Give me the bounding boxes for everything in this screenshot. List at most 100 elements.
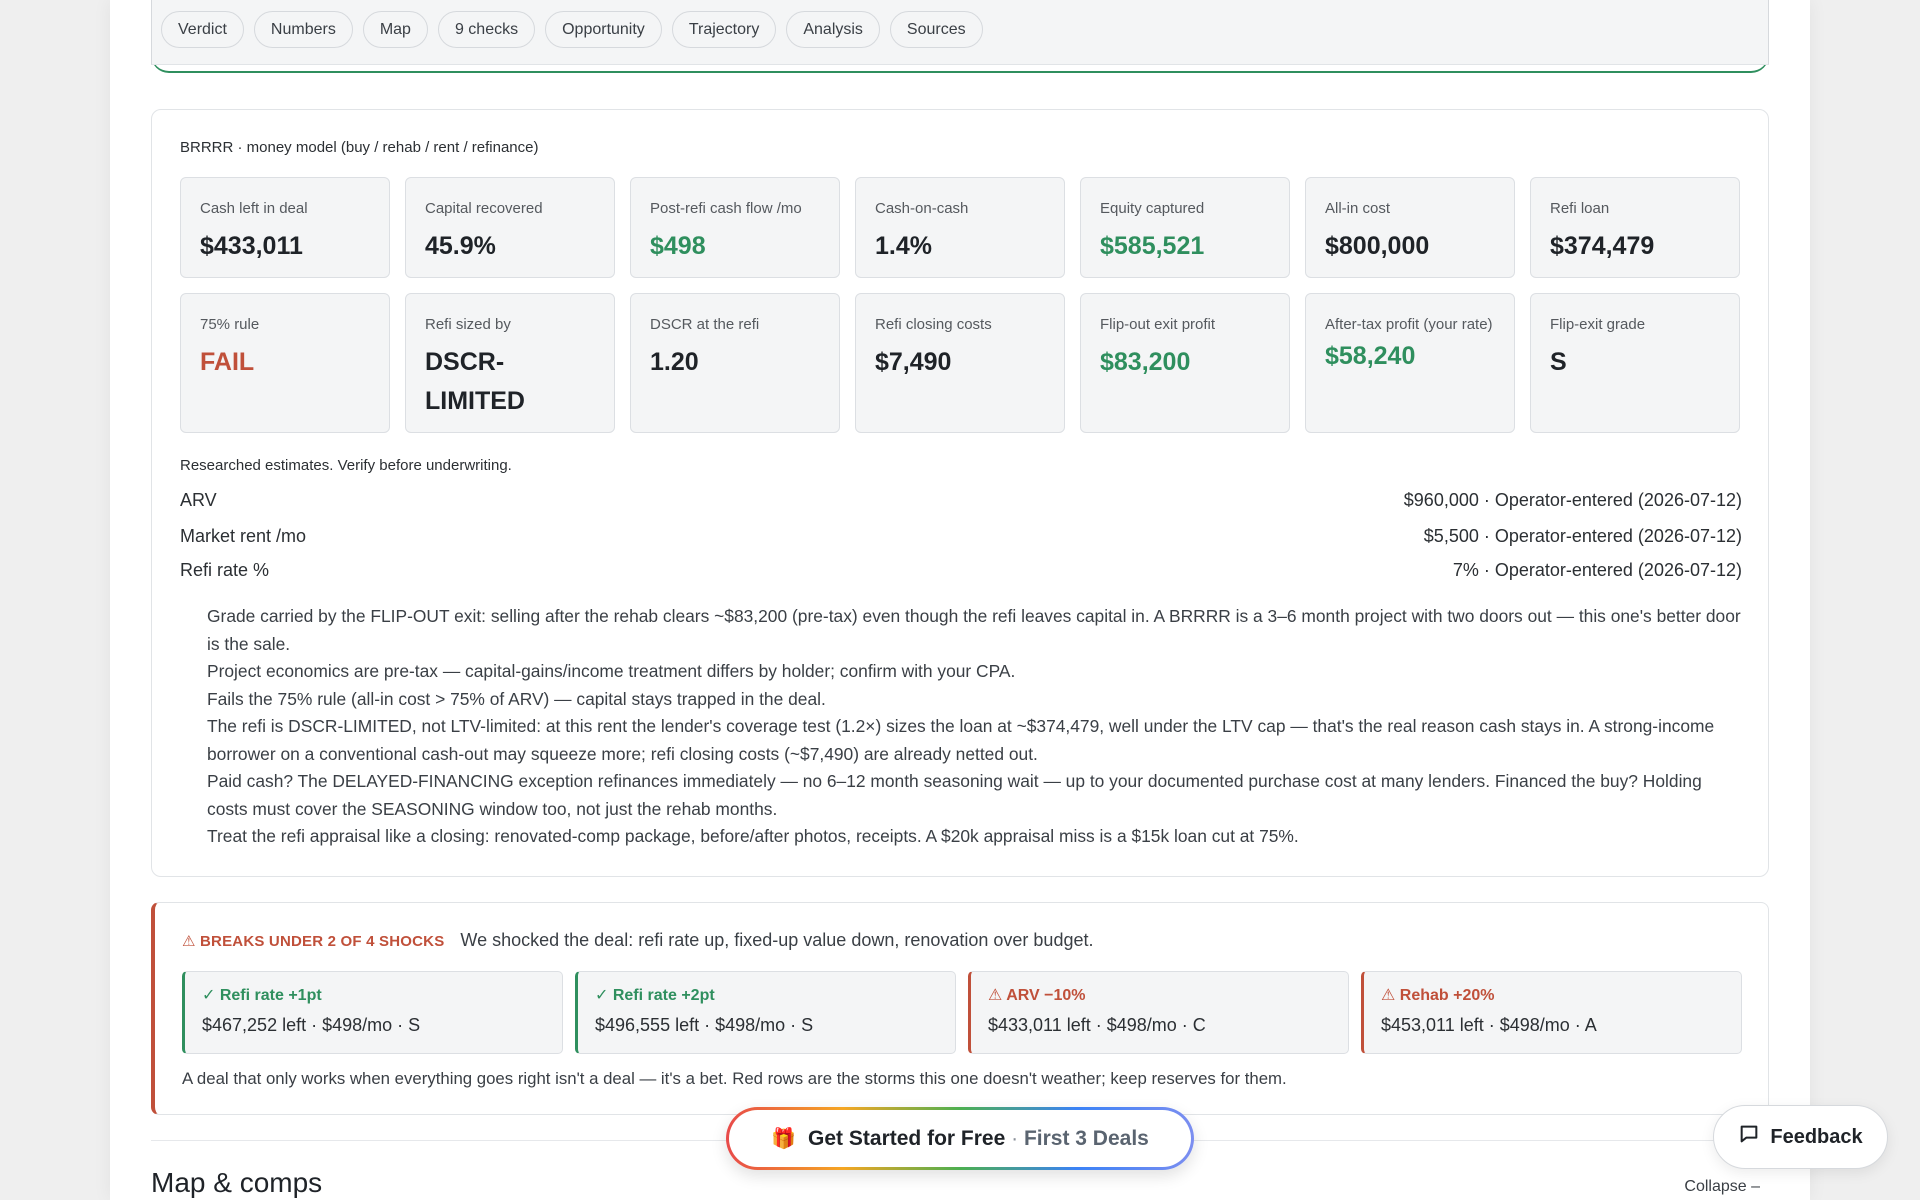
- feedback-button[interactable]: Feedback: [1713, 1105, 1888, 1169]
- metric-value: $498: [650, 232, 706, 260]
- shock-arv-minus-10: ⚠ ARV −10% $433,011 left · $498/mo · C: [968, 971, 1349, 1054]
- estimate-row-arv: ARV $960,000 · Operator-entered (2026-07…: [180, 490, 1742, 511]
- tab-map[interactable]: Map: [362, 11, 428, 48]
- metric-label: All-in cost: [1325, 200, 1391, 217]
- cta-sub-label: First 3 Deals: [1023, 1126, 1149, 1150]
- metric-value: DSCR-LIMITED: [425, 348, 525, 415]
- metric-value: $7,490: [875, 348, 952, 376]
- shock-refi-rate-2pt: ✓ Refi rate +2pt $496,555 left · $498/mo…: [575, 971, 956, 1054]
- gift-icon: 🎁: [771, 1128, 797, 1150]
- metric-label: Flip-out exit profit: [1100, 316, 1216, 333]
- stress-test-description: We shocked the deal: refi rate up, fixed…: [460, 930, 1094, 950]
- tab-verdict[interactable]: Verdict: [161, 11, 244, 48]
- metric-flip-out-exit-profit: Flip-out exit profit $83,200: [1080, 293, 1290, 433]
- metric-refi-closing-costs: Refi closing costs $7,490: [855, 293, 1065, 433]
- estimate-value: 7% · Operator-entered (2026-07-12): [1452, 560, 1742, 580]
- metric-value: FAIL: [200, 348, 255, 376]
- metric-label: DSCR at the refi: [650, 316, 760, 333]
- metric-dscr-at-refi: DSCR at the refi 1.20: [630, 293, 840, 433]
- metric-refi-sized-by: Refi sized by DSCR-LIMITED: [405, 293, 615, 433]
- shock-name: ⚠ Rehab +20%: [1381, 987, 1495, 1004]
- metric-value: S: [1550, 348, 1567, 376]
- tab-sources[interactable]: Sources: [889, 11, 983, 48]
- note-line: Project economics are pre-tax — capital-…: [207, 661, 1016, 681]
- stress-test-header: ⚠ BREAKS UNDER 2 OF 4 SHOCKS We shocked …: [182, 930, 1093, 951]
- card-title: BRRRR · money model (buy / rehab / rent …: [180, 139, 539, 156]
- metric-cash-left: Cash left in deal $433,011: [180, 177, 390, 278]
- shock-name: ✓ Refi rate +1pt: [202, 987, 322, 1004]
- metric-value: $374,479: [1550, 232, 1655, 260]
- get-started-button[interactable]: 🎁 Get Started for Free · First 3 Deals: [729, 1110, 1191, 1167]
- metric-flip-exit-grade: Flip-exit grade S: [1530, 293, 1740, 433]
- metric-label: Flip-exit grade: [1550, 316, 1646, 333]
- metric-value: $800,000: [1325, 232, 1430, 260]
- metric-value: 1.20: [650, 348, 699, 376]
- note-line: Fails the 75% rule (all-in cost > 75% of…: [207, 688, 826, 709]
- metric-value: 45.9%: [425, 232, 496, 260]
- estimate-row-refi-rate: Refi rate % 7% · Operator-entered (2026-…: [180, 560, 1742, 581]
- shock-refi-rate-1pt: ✓ Refi rate +1pt $467,252 left · $498/mo…: [182, 971, 563, 1054]
- tab-numbers[interactable]: Numbers: [253, 11, 353, 48]
- note-line: Treat the refi appraisal like a closing:…: [207, 826, 1299, 846]
- chat-bubble-icon: [1738, 1123, 1760, 1151]
- estimate-label: ARV: [180, 490, 217, 510]
- metric-label: Refi sized by: [425, 316, 511, 333]
- shock-result: $453,011 left · $498/mo · A: [1381, 1015, 1597, 1035]
- tab-analysis[interactable]: Analysis: [786, 11, 880, 48]
- estimate-value: $5,500 · Operator-entered (2026-07-12): [1423, 526, 1742, 546]
- shock-rehab-plus-20: ⚠ Rehab +20% $453,011 left · $498/mo · A: [1361, 971, 1742, 1054]
- page-container: Verdict Numbers Map 9 checks Opportunity…: [110, 0, 1810, 1200]
- metric-equity-captured: Equity captured $585,521: [1080, 177, 1290, 278]
- metric-label: Refi loan: [1550, 200, 1610, 217]
- section-tabs: Verdict Numbers Map 9 checks Opportunity…: [161, 11, 983, 48]
- cta-separator: ·: [1011, 1126, 1019, 1150]
- shock-result: $433,011 left · $498/mo · C: [988, 1015, 1206, 1035]
- metric-value: $433,011: [200, 232, 303, 260]
- breaks-under-shocks-badge: ⚠ BREAKS UNDER 2 OF 4 SHOCKS: [182, 932, 445, 950]
- metric-capital-recovered: Capital recovered 45.9%: [405, 177, 615, 278]
- metric-value: $58,240: [1325, 342, 1416, 370]
- tab-9-checks[interactable]: 9 checks: [437, 11, 536, 48]
- shock-name: ⚠ ARV −10%: [988, 987, 1086, 1004]
- metric-post-refi-cash-flow: Post-refi cash flow /mo $498: [630, 177, 840, 278]
- metric-label: Post-refi cash flow /mo: [650, 200, 802, 217]
- note-line: Grade carried by the FLIP-OUT exit: sell…: [207, 606, 1741, 654]
- get-started-cta-border: 🎁 Get Started for Free · First 3 Deals: [726, 1107, 1194, 1170]
- metric-label: Cash left in deal: [200, 200, 308, 217]
- metric-value: 1.4%: [875, 232, 932, 260]
- metric-label: 75% rule: [200, 316, 260, 333]
- metric-cash-on-cash: Cash-on-cash 1.4%: [855, 177, 1065, 278]
- metric-value: $585,521: [1100, 232, 1205, 260]
- feedback-label: Feedback: [1770, 1125, 1863, 1148]
- metric-label: After-tax profit (your rate): [1325, 316, 1493, 333]
- metric-label: Equity captured: [1100, 200, 1205, 217]
- tab-trajectory[interactable]: Trajectory: [671, 11, 777, 48]
- metric-label: Capital recovered: [425, 200, 543, 217]
- metrics-grid: Cash left in deal $433,011 Capital recov…: [180, 177, 1740, 433]
- metric-value: $83,200: [1100, 348, 1191, 376]
- cta-main-label: Get Started for Free: [808, 1126, 1006, 1150]
- stress-test-footer: A deal that only works when everything g…: [182, 1069, 1287, 1088]
- tab-opportunity[interactable]: Opportunity: [545, 11, 662, 48]
- shock-name: ✓ Refi rate +2pt: [595, 987, 715, 1004]
- estimate-value: $960,000 · Operator-entered (2026-07-12): [1403, 490, 1742, 510]
- metric-after-tax-profit: After-tax profit (your rate) $58,240: [1305, 293, 1515, 433]
- estimate-label: Refi rate %: [180, 560, 270, 580]
- analysis-notes: Grade carried by the FLIP-OUT exit: sell…: [207, 603, 1742, 851]
- metric-all-in-cost: All-in cost $800,000: [1305, 177, 1515, 278]
- metric-label: Refi closing costs: [875, 316, 992, 333]
- metric-refi-loan: Refi loan $374,479: [1530, 177, 1740, 278]
- metric-label: Cash-on-cash: [875, 200, 969, 217]
- shock-scenarios: ✓ Refi rate +1pt $467,252 left · $498/mo…: [182, 971, 1742, 1054]
- map-comps-heading: Map & comps: [151, 1167, 323, 1198]
- estimate-label: Market rent /mo: [180, 526, 307, 546]
- shock-result: $467,252 left · $498/mo · S: [202, 1015, 421, 1035]
- collapse-toggle[interactable]: Collapse –: [1684, 1178, 1760, 1195]
- estimate-row-market-rent: Market rent /mo $5,500 · Operator-entere…: [180, 526, 1742, 547]
- estimates-disclaimer: Researched estimates. Verify before unde…: [180, 457, 512, 474]
- note-line: The refi is DSCR-LIMITED, not LTV-limite…: [207, 716, 1715, 764]
- metric-75-rule: 75% rule FAIL: [180, 293, 390, 433]
- stress-test-card: ⚠ BREAKS UNDER 2 OF 4 SHOCKS We shocked …: [151, 902, 1769, 1115]
- shock-result: $496,555 left · $498/mo · S: [595, 1015, 814, 1035]
- brrrr-money-model-card: BRRRR · money model (buy / rehab / rent …: [151, 109, 1769, 877]
